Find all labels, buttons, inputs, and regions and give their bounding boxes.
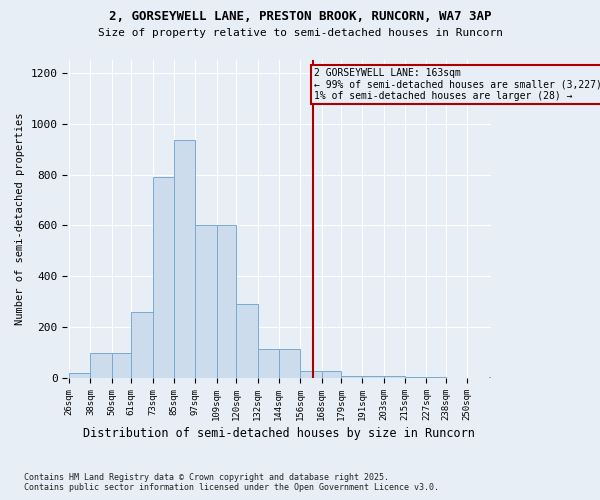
Bar [112, 352, 131, 378]
Bar [131, 312, 152, 378]
Text: 2 GORSEYWELL LANE: 163sqm
← 99% of semi-detached houses are smaller (3,227)
1% o: 2 GORSEYWELL LANE: 163sqm ← 99% of semi-… [314, 68, 600, 101]
Y-axis label: Number of semi-detached properties: Number of semi-detached properties [15, 113, 25, 326]
Bar [69, 373, 91, 378]
Bar [322, 371, 341, 378]
Bar [300, 371, 322, 378]
Bar [341, 376, 362, 378]
Bar [257, 349, 279, 378]
Bar [279, 349, 300, 378]
Bar [152, 177, 174, 378]
Text: Size of property relative to semi-detached houses in Runcorn: Size of property relative to semi-detach… [97, 28, 503, 38]
Bar [217, 226, 236, 378]
Bar [195, 226, 217, 378]
Bar [236, 304, 257, 378]
Text: Contains HM Land Registry data © Crown copyright and database right 2025.
Contai: Contains HM Land Registry data © Crown c… [24, 473, 439, 492]
Bar [91, 352, 112, 378]
Bar [384, 376, 405, 378]
Bar [362, 376, 384, 378]
Bar [174, 140, 195, 378]
X-axis label: Distribution of semi-detached houses by size in Runcorn: Distribution of semi-detached houses by … [83, 427, 475, 440]
Text: 2, GORSEYWELL LANE, PRESTON BROOK, RUNCORN, WA7 3AP: 2, GORSEYWELL LANE, PRESTON BROOK, RUNCO… [109, 10, 491, 23]
